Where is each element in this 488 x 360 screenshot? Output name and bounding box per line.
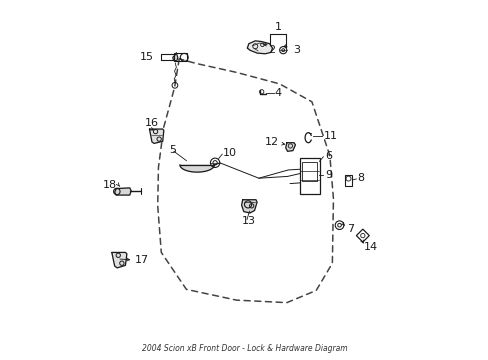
- Text: 1: 1: [274, 22, 281, 32]
- Text: 9: 9: [324, 170, 331, 180]
- Bar: [302, 162, 317, 181]
- Text: 14: 14: [364, 242, 378, 252]
- Polygon shape: [112, 252, 126, 268]
- Text: 16: 16: [145, 118, 159, 128]
- Polygon shape: [149, 129, 163, 143]
- Text: 2004 Scion xB Front Door - Lock & Hardware Diagram: 2004 Scion xB Front Door - Lock & Hardwa…: [142, 344, 346, 353]
- Bar: [174, 53, 186, 61]
- Polygon shape: [247, 41, 272, 54]
- Polygon shape: [115, 188, 131, 195]
- Text: 3: 3: [293, 45, 300, 55]
- Bar: [299, 158, 319, 194]
- Text: 8: 8: [356, 173, 364, 183]
- Text: 13: 13: [241, 216, 255, 226]
- Polygon shape: [180, 165, 214, 172]
- Text: 11: 11: [323, 131, 337, 140]
- Text: 18: 18: [102, 180, 116, 190]
- Text: 4: 4: [274, 88, 281, 98]
- Text: 6: 6: [324, 150, 331, 161]
- Text: 15: 15: [140, 52, 154, 62]
- Text: 2: 2: [267, 45, 275, 55]
- Polygon shape: [172, 53, 178, 62]
- Bar: [344, 175, 352, 186]
- Text: 10: 10: [223, 148, 237, 158]
- Text: 17: 17: [134, 255, 148, 265]
- Text: 7: 7: [346, 224, 354, 234]
- Polygon shape: [285, 143, 295, 151]
- Polygon shape: [241, 200, 257, 213]
- Text: 12: 12: [264, 137, 278, 147]
- Text: 5: 5: [169, 145, 176, 155]
